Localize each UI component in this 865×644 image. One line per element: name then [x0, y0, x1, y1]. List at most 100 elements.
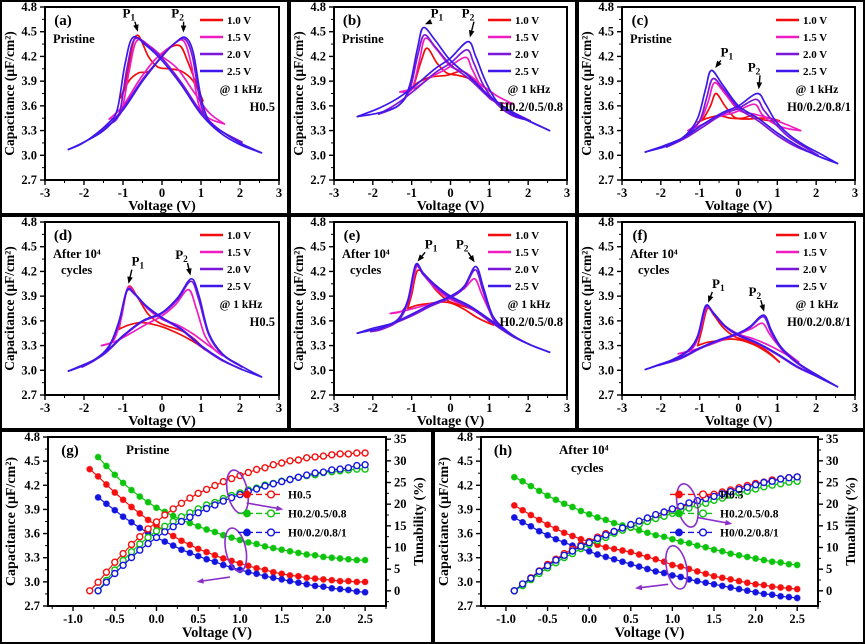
marker-open: [535, 567, 543, 576]
marker-open: [643, 514, 652, 522]
marker-filled: [777, 592, 785, 600]
marker-filled: [702, 543, 710, 551]
curve-2.5V-neg: [356, 26, 551, 132]
marker-open: [311, 453, 319, 461]
marker-filled: [569, 503, 576, 511]
marker-filled: [752, 580, 760, 588]
marker-filled: [768, 591, 776, 599]
x-tick-label: -2: [368, 401, 378, 415]
curve-2.5V-neg: [644, 69, 839, 165]
y-tick-label: 3.0: [457, 575, 473, 589]
marker-open: [328, 466, 336, 474]
curve-2.5V-pos: [67, 277, 263, 378]
x-tick-label: 1.0: [232, 612, 248, 626]
x-tick-label: 3: [276, 401, 282, 415]
y-tick-label: 3.3: [598, 124, 614, 138]
annotation-ovals: [634, 482, 733, 591]
marker-open: [793, 473, 801, 481]
marker-filled: [718, 547, 726, 555]
legend: 1.0 V 1.5 V 2.0 V 2.5 V @ 1 kHz H0.5: [200, 230, 275, 329]
marker-open: [269, 461, 277, 469]
curve-2.5V-neg: [644, 304, 839, 388]
marker-filled: [286, 571, 294, 579]
legend-label: H0.2/0.5/0.8: [288, 508, 347, 520]
x-tick-label: 1: [486, 401, 492, 415]
x-tick-label: 1: [774, 401, 780, 415]
panel-c: -3 -2 -1 0 1 2 3 2.7 3.0 3.3 3.6 3.9 4.2 4.5 4.8 Voltag…: [577, 0, 865, 215]
y-tick-label: 3.9: [21, 289, 37, 303]
marker-open: [735, 485, 743, 494]
marker-filled: [552, 535, 560, 543]
curves: [644, 304, 839, 388]
marker-open: [627, 520, 635, 529]
marker-open: [311, 469, 319, 477]
marker-open: [261, 482, 269, 490]
curve-2.5V-pos: [644, 314, 839, 388]
marker-filled: [186, 519, 194, 527]
y2-tick-label: 20: [394, 497, 407, 511]
x-tick-label: 0.5: [623, 612, 639, 626]
x-tick-label: 1.5: [706, 612, 722, 626]
peak-annotations: P1 P2: [424, 6, 475, 38]
sample-label: H0.5: [250, 315, 275, 329]
marker-filled: [627, 548, 635, 556]
panel-letter: (a): [54, 13, 72, 29]
y-tick-label: 2.7: [310, 173, 326, 187]
marker-filled: [710, 580, 718, 588]
arrow-line: [639, 583, 669, 589]
marker-filled: [119, 513, 127, 521]
marker-filled: [668, 571, 676, 579]
marker-open: [278, 459, 286, 467]
legend-label: 1.0 V: [227, 230, 251, 242]
marker-filled: [128, 486, 135, 494]
marker-filled: [102, 481, 110, 488]
x-tick-label: 2.5: [357, 612, 373, 626]
marker-open: [518, 580, 527, 588]
marker-filled: [244, 538, 252, 546]
marker-filled: [668, 561, 676, 569]
marker-filled: [735, 585, 743, 593]
x-tick-label: -3: [329, 186, 339, 200]
x-tick-label: -3: [617, 186, 627, 200]
marker-open: [152, 533, 161, 542]
y-tick-label: 2.7: [21, 173, 37, 187]
y2-tick-label: 35: [394, 432, 407, 446]
marker-filled: [652, 555, 660, 563]
y-tick-label: 3.6: [310, 99, 326, 113]
y-tick-label: 4.8: [598, 217, 614, 229]
panel-f: -3 -2 -1 0 1 2 3 2.7 3.0 3.3 3.6 3.9 4.2 4.5 4.8 Voltag…: [577, 215, 865, 430]
panel-letter: (g): [61, 443, 79, 459]
y-tick-label: 4.5: [21, 240, 37, 254]
arrow-line: [200, 576, 231, 583]
marker-filled: [219, 561, 227, 569]
marker-open: [785, 474, 793, 482]
y-tick-label: 3.3: [21, 339, 37, 353]
marker-open: [161, 511, 169, 519]
y-axis-title: Capacitance (μF/cm²): [291, 31, 306, 156]
legend-marker-filled: [243, 528, 251, 537]
marker-filled: [194, 552, 202, 560]
legend-label: 1.0 V: [803, 230, 827, 242]
axes: -3 -2 -1 0 1 2 3 2.7 3.0 3.3 3.6 3.9 4.2 4.5 4.8: [21, 217, 282, 415]
marker-filled: [693, 567, 701, 575]
marker-open: [336, 450, 344, 458]
y-axis-title-left: Capacitance (μF/cm²): [437, 457, 452, 586]
marker-filled: [768, 558, 776, 566]
arrow-head: [724, 519, 733, 526]
series-line: [89, 468, 366, 583]
legend-label: 2.0 V: [803, 264, 827, 276]
x-axis-title: Voltage (V): [128, 199, 196, 213]
marker-open: [560, 551, 568, 560]
marker-filled: [544, 521, 552, 529]
x-tick-label: 0: [447, 186, 453, 200]
panel-a-plot: -3 -2 -1 0 1 2 3 2.7 3.0 3.3 3.6 3.9 4.2 4.5 4.8 Voltag…: [2, 2, 282, 213]
oval: [664, 544, 689, 590]
marker-filled: [236, 559, 244, 567]
marker-filled: [569, 532, 576, 540]
marker-open: [660, 508, 668, 516]
y-tick-label: 4.8: [21, 217, 37, 229]
marker-open: [585, 538, 593, 547]
marker-filled: [328, 554, 336, 562]
marker-open: [127, 540, 136, 549]
marker-filled: [594, 514, 601, 521]
